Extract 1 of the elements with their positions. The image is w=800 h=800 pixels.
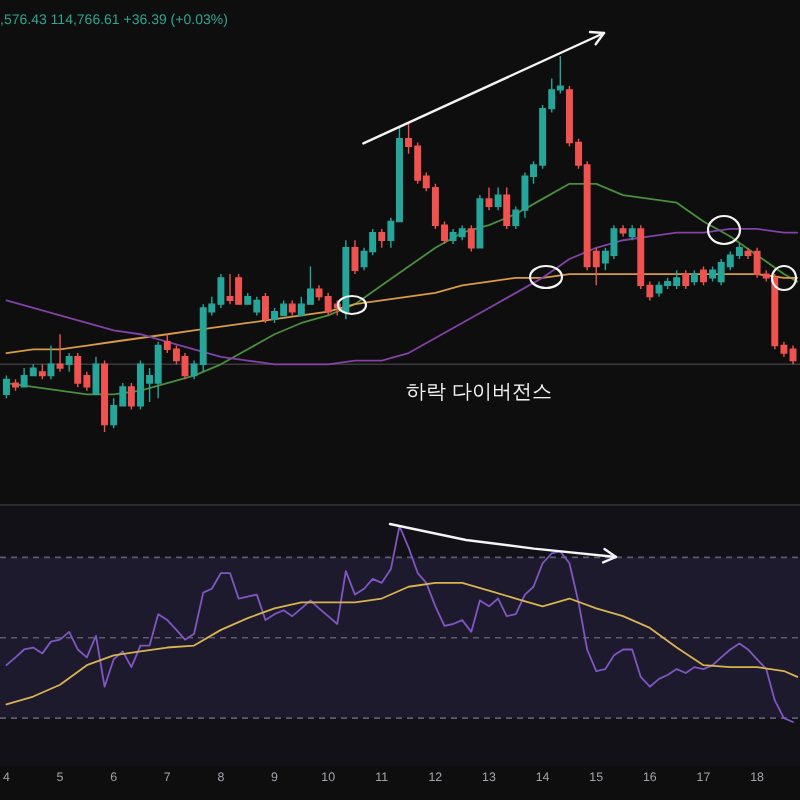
annotation: 하락 다이버전스 (406, 382, 552, 404)
